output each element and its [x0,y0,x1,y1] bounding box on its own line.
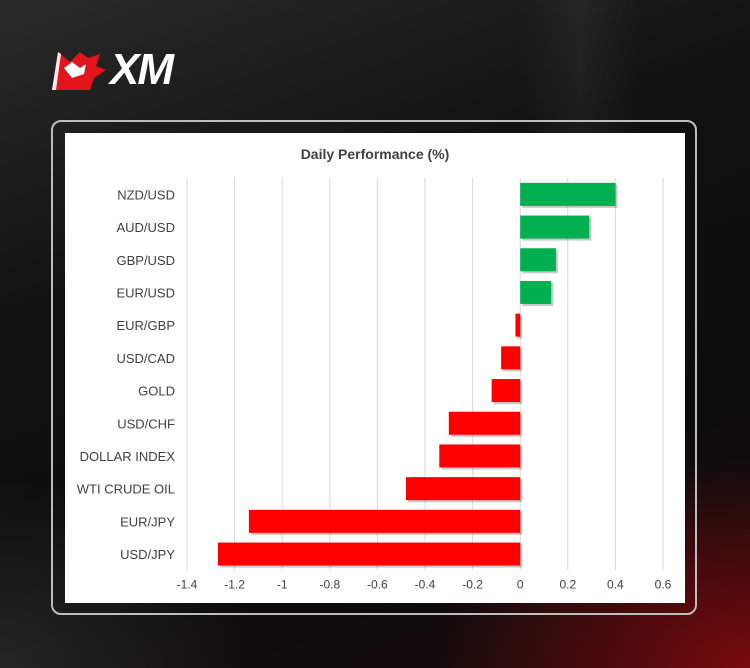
category-label: USD/CHF [117,416,175,431]
category-label: EUR/JPY [120,514,175,529]
x-tick-label: -0.4 [415,577,436,591]
category-label: EUR/GBP [116,318,175,333]
bars [217,182,618,568]
x-tick-label: -0.6 [367,577,388,591]
category-label: DOLLAR INDEX [80,449,176,464]
bar-usd-cad [501,346,521,370]
category-label: EUR/USD [116,285,175,300]
x-tick-label: -1.2 [224,577,245,591]
bar-gbp-usd [520,248,556,272]
chart-panel: Daily Performance (%) NZD/USD AUD/USD GBP/… [65,133,685,603]
x-tick-labels: -1.4 -1.2 -1 -0.8 -0.6 -0.4 -0.2 0 0.2 0.4 0.6 [177,577,672,591]
bar-eur-usd [520,280,552,304]
bar-gold [491,379,521,403]
category-label: WTI CRUDE OIL [77,482,175,497]
bar-wti-crude-oil [405,477,521,501]
category-label: USD/JPY [120,547,175,562]
bull-logo-icon [52,52,106,90]
category-label: GOLD [138,384,175,399]
bar-eur-gbp [515,313,521,337]
x-tick-label: 0.2 [559,577,576,591]
logo-text: XM [110,45,174,94]
category-label: GBP/USD [116,253,175,268]
x-tick-label: -0.2 [462,577,483,591]
category-label: USD/CAD [116,351,175,366]
performance-bar-chart: Daily Performance (%) NZD/USD AUD/USD GBP/… [77,146,672,591]
x-tick-label: -1.4 [177,577,198,591]
category-label: NZD/USD [117,187,175,202]
chart-frame [51,120,697,615]
category-labels: NZD/USD AUD/USD GBP/USD EUR/USD EUR/GBP USD/C… [77,187,176,562]
x-tick-label: 0.4 [607,577,624,591]
bar-dollar-index [439,444,521,468]
bar-usd-jpy [217,542,521,566]
x-tick-label: 0.6 [655,577,672,591]
x-tick-label: -1 [277,577,288,591]
xm-logo: XM [50,45,174,94]
chart-title: Daily Performance (%) [301,146,450,162]
bar-eur-jpy [248,509,521,533]
bar-usd-chf [448,411,521,435]
bar-aud-usd [520,215,590,239]
x-tick-label: -0.8 [319,577,340,591]
x-tick-label: 0 [517,577,524,591]
category-label: AUD/USD [116,220,175,235]
bar-nzd-usd [520,182,616,206]
grid-lines [186,178,664,571]
background-streak [520,0,640,140]
